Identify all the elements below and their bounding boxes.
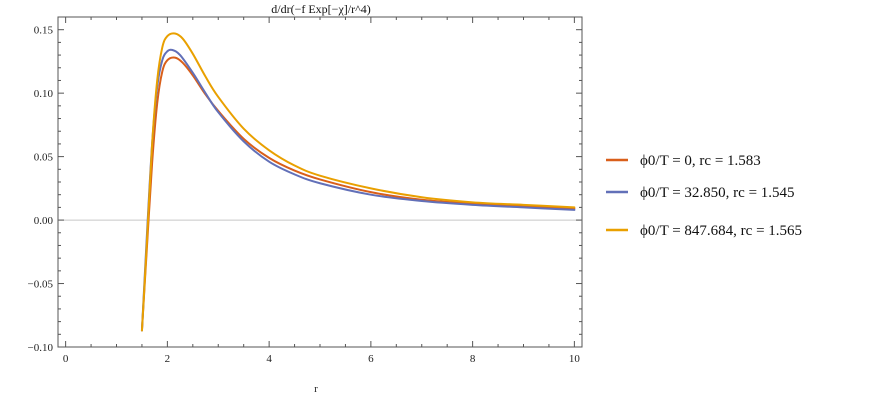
series-line-1 [140, 56, 576, 332]
y-tick-label: 0.15 [34, 25, 54, 37]
y-tick-label: −0.05 [28, 279, 54, 291]
x-axis-title: r [314, 383, 318, 395]
y-tick-label: 0.10 [34, 88, 54, 100]
legend: ϕ0/T = 0, rc = 1.583 ϕ0/T = 32.850, rc = … [606, 153, 802, 239]
x-tick-label: 8 [470, 353, 476, 365]
x-tick-label: 4 [266, 353, 272, 365]
legend-label: ϕ0/T = 847.684, rc = 1.565 [640, 223, 802, 239]
legend-label: ϕ0/T = 0, rc = 1.583 [640, 153, 761, 169]
y-tick-label: 0.00 [34, 215, 54, 227]
series-group [140, 32, 576, 332]
y-tick-label: −0.10 [28, 342, 54, 354]
chart-title: d/dr(−f Exp[−χ]/r^4) [271, 2, 370, 16]
series-line-3 [140, 32, 576, 332]
x-tick-label: 10 [569, 353, 581, 365]
plot-frame [57, 16, 583, 348]
x-tick-label: 0 [63, 353, 69, 365]
x-tick-label: 6 [368, 353, 374, 365]
y-tick-label: 0.05 [34, 152, 54, 164]
legend-label: ϕ0/T = 32.850, rc = 1.545 [640, 185, 795, 201]
x-ticks: 0 2 4 6 8 10 [63, 17, 580, 365]
y-ticks: −0.10 −0.05 0.00 0.05 0.10 0.15 [28, 25, 582, 354]
x-tick-label: 2 [165, 353, 171, 365]
